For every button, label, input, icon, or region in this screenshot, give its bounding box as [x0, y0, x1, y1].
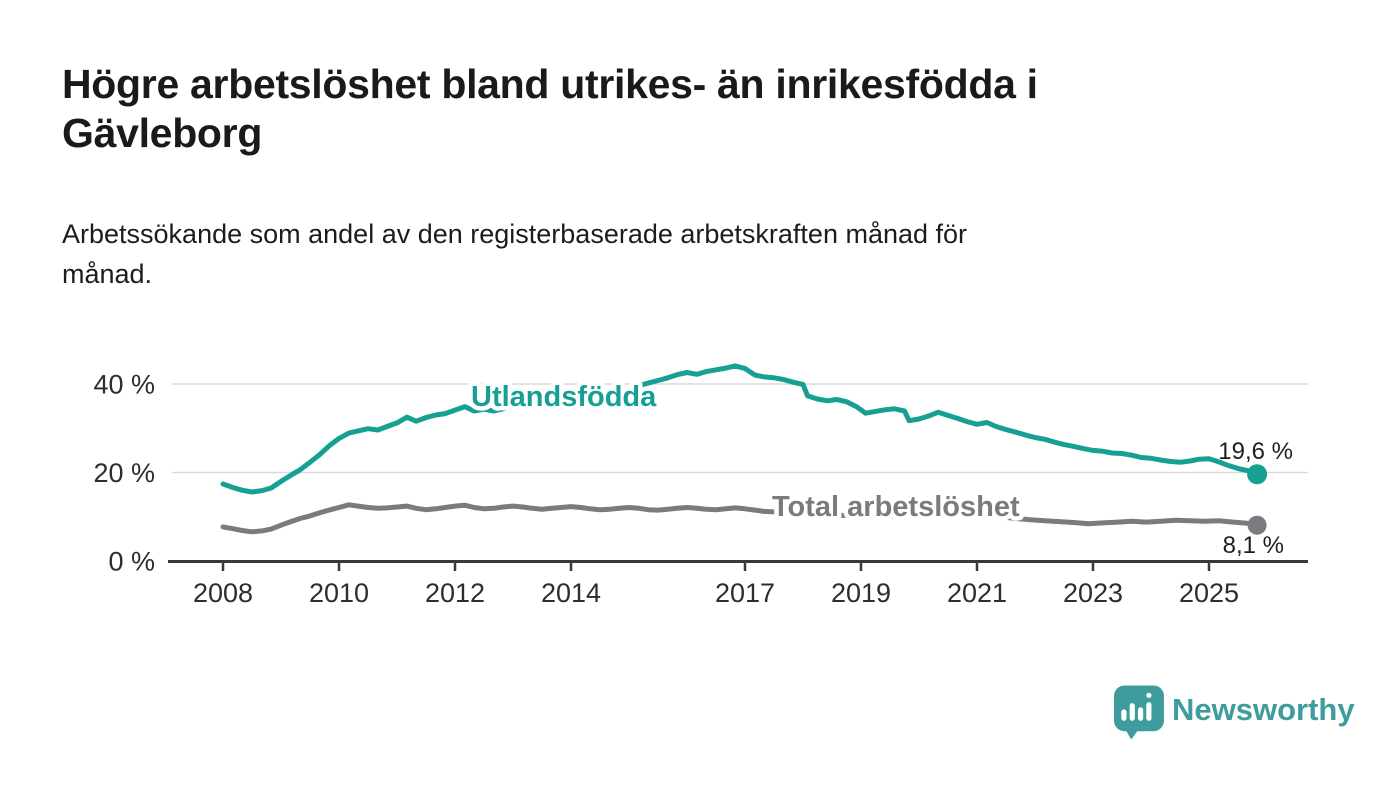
chart-subtitle: Arbetssökande som andel av den registerb…: [62, 214, 967, 294]
chart-title-line-1: Högre arbetslöshet bland utrikes- än inr…: [62, 61, 1038, 107]
x-tick-label: 2021: [947, 578, 1007, 608]
x-tick-label: 2008: [193, 578, 253, 608]
x-tick-label: 2017: [715, 578, 775, 608]
value-label-total: 8,1 %: [1223, 532, 1284, 559]
series-label-total-arbetsloshet: Total arbetslöshet: [772, 491, 1020, 523]
x-axis-ticks: 2008 2010 2012 2014 2017 2019 2021 2023 2025: [193, 562, 1239, 608]
x-tick-label: 2014: [541, 578, 601, 608]
series-label-utlandsfodda: Utlandsfödda: [471, 381, 657, 413]
series-line-utlandsfodda: [220, 363, 1260, 495]
y-tick-label: 40 %: [93, 370, 155, 400]
value-label-utlandsfodda: 19,6 %: [1218, 438, 1293, 465]
y-tick-label: 0 %: [108, 547, 155, 577]
series-end-dot-total: [1247, 515, 1267, 535]
series-end-dot-utlandsfodda: [1247, 464, 1268, 485]
chart-subtitle-line-2: månad.: [62, 259, 153, 289]
x-tick-label: 2019: [831, 578, 891, 608]
x-tick-label: 2010: [309, 578, 369, 608]
chart-title: Högre arbetslöshet bland utrikes- än inr…: [62, 60, 1038, 158]
newsworthy-logo: Newsworthy: [1113, 684, 1355, 741]
x-tick-label: 2023: [1063, 578, 1123, 608]
newsworthy-logo-text: Newsworthy: [1172, 692, 1355, 727]
x-tick-label: 2025: [1179, 578, 1239, 608]
gridlines: [172, 383, 1308, 474]
newsworthy-logo-icon: [1114, 685, 1164, 740]
chart-subtitle-line-1: Arbetssökande som andel av den registerb…: [62, 219, 968, 249]
series-line-total: [220, 502, 1260, 535]
y-axis-labels: 0 % 20 % 40 %: [93, 370, 155, 577]
chart-title-line-2: Gävleborg: [62, 110, 263, 156]
x-tick-label: 2012: [425, 578, 485, 608]
y-tick-label: 20 %: [93, 458, 155, 488]
